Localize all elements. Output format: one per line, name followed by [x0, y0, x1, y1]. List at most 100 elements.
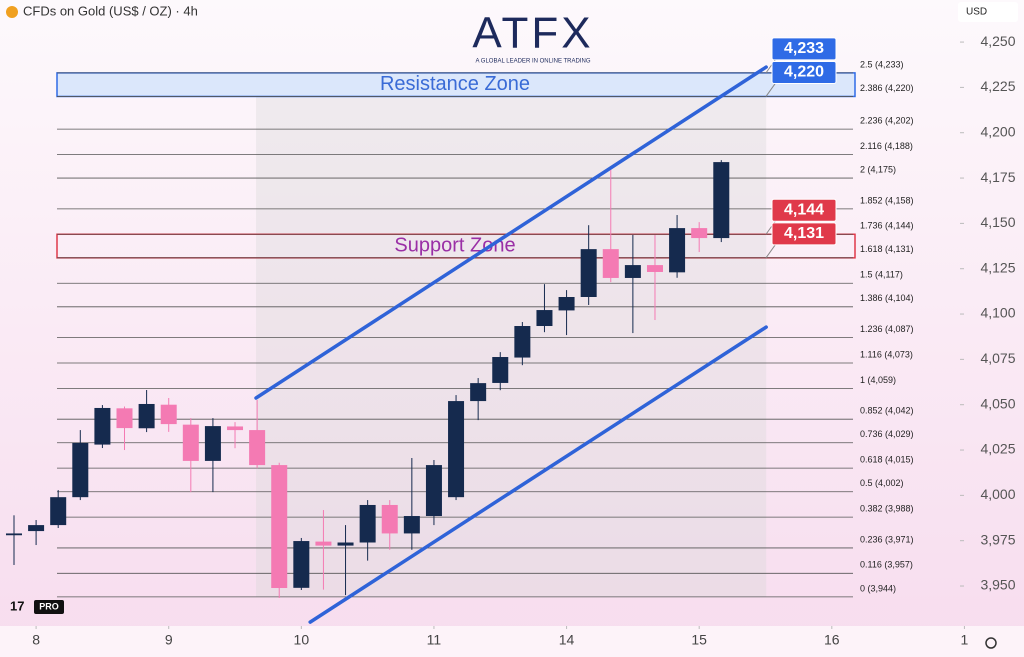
candle-body [94, 407, 111, 445]
x-tick-label: 1 [961, 632, 969, 648]
candle-body [315, 541, 332, 546]
fib-label: 2 (4,175) [860, 164, 896, 174]
x-tick-label: 15 [691, 632, 707, 648]
fib-label: 0.5 (4,002) [860, 478, 904, 488]
candle-body [492, 357, 509, 383]
candle-body [381, 504, 398, 534]
channel-line [308, 325, 768, 624]
candle-body [580, 249, 597, 297]
price-label-connector [765, 243, 777, 259]
y-tick-label: 4,250 [980, 33, 1015, 49]
fib-label: 1.736 (4,144) [860, 221, 914, 231]
fib-label: 2.386 (4,220) [860, 83, 914, 93]
candle-body [602, 249, 619, 278]
candle-body [448, 401, 465, 498]
currency: USD [966, 7, 987, 18]
price-label-box [771, 222, 837, 246]
candle-body [691, 228, 708, 239]
price-label-box [771, 198, 837, 222]
y-tick-label: 3,975 [980, 531, 1015, 547]
y-tick-label: 3,950 [980, 577, 1015, 593]
y-tick-label: 4,175 [980, 169, 1015, 185]
candle-body [227, 426, 244, 431]
fib-label: 0 (3,944) [860, 583, 896, 593]
fib-label: 0.852 (4,042) [860, 406, 914, 416]
symbol-title: CFDs on Gold (US$ / OZ) · 4h [23, 3, 198, 18]
fib-label: 1.5 (4,117) [860, 270, 903, 280]
fib-label: 1 (4,059) [860, 375, 896, 385]
price-label-box [771, 37, 837, 61]
fib-label: 2.5 (4,233) [860, 59, 904, 69]
price-label: 4,131 [784, 225, 824, 242]
price-label-connector [765, 82, 777, 97]
fib-label: 0.116 (3,957) [860, 560, 913, 570]
y-tick-label: 4,075 [980, 350, 1015, 366]
candle-body [182, 424, 199, 461]
x-tick-label: 11 [427, 632, 442, 648]
zone-label: Support Zone [394, 234, 515, 256]
channel-area [256, 72, 767, 597]
fib-label: 1.852 (4,158) [860, 195, 914, 205]
fib-label: 1.116 (4,073) [860, 349, 913, 359]
y-tick-label: 4,200 [980, 123, 1015, 139]
candle-body [116, 408, 133, 429]
fib-label: 2.116 (4,188) [860, 141, 913, 151]
y-tick-label: 4,125 [980, 259, 1015, 275]
fib-label: 0.382 (3,988) [860, 503, 914, 513]
x-tick-label: 14 [559, 632, 575, 648]
settings-icon[interactable] [985, 637, 997, 649]
candle-body [28, 525, 45, 532]
symbol-icon [6, 6, 18, 18]
x-tick-label: 16 [824, 632, 840, 648]
candle-body [514, 326, 531, 358]
fib-label: 1.618 (4,131) [860, 244, 914, 254]
fib-label: 0.736 (4,029) [860, 429, 914, 439]
fib-label: 1.386 (4,104) [860, 293, 914, 303]
candle-body [558, 296, 575, 311]
candle-body [646, 265, 663, 272]
zone-label: Resistance Zone [380, 73, 530, 95]
candle-body [249, 430, 266, 466]
x-tick-label: 8 [32, 632, 40, 648]
x-tick-label: 9 [165, 632, 173, 648]
candle-body [138, 403, 155, 429]
fib-label: 0.236 (3,971) [860, 534, 914, 544]
y-tick-label: 4,150 [980, 214, 1015, 230]
y-tick-label: 4,100 [980, 305, 1015, 321]
logo-tagline: A GLOBAL LEADER IN ONLINE TRADING [475, 59, 590, 65]
candle-body [359, 504, 376, 543]
x-axis-bg [0, 626, 1024, 657]
y-tick-label: 4,000 [980, 486, 1015, 502]
badge: PRO [39, 601, 59, 611]
candle-body [470, 383, 487, 402]
candle-body [293, 541, 310, 588]
currency-box[interactable] [958, 2, 1018, 22]
candle-body [624, 265, 641, 278]
candle-body [713, 162, 730, 239]
candle-body [5, 533, 22, 536]
fib-label: 1.236 (4,087) [860, 324, 914, 334]
channel-line [254, 65, 768, 400]
candle-body [204, 426, 221, 461]
y-tick-label: 4,225 [980, 78, 1015, 94]
price-label-box [771, 60, 837, 84]
x-tick-label: 10 [294, 632, 310, 648]
candle-body [425, 465, 442, 517]
candle-body [72, 442, 89, 498]
fib-label: 2.236 (4,202) [860, 115, 914, 125]
candle-body [337, 542, 354, 546]
candle-body [50, 497, 67, 526]
candle-body [160, 404, 177, 425]
y-tick-label: 4,050 [980, 395, 1015, 411]
tv-logo: 17 [10, 598, 24, 613]
price-label: 4,233 [784, 40, 824, 57]
logo: ATFX [472, 9, 593, 58]
fib-label: 0.618 (4,015) [860, 455, 914, 465]
price-label: 4,144 [784, 201, 824, 218]
candle-body [669, 228, 686, 273]
price-label: 4,220 [784, 64, 824, 81]
candle-body [271, 465, 288, 589]
